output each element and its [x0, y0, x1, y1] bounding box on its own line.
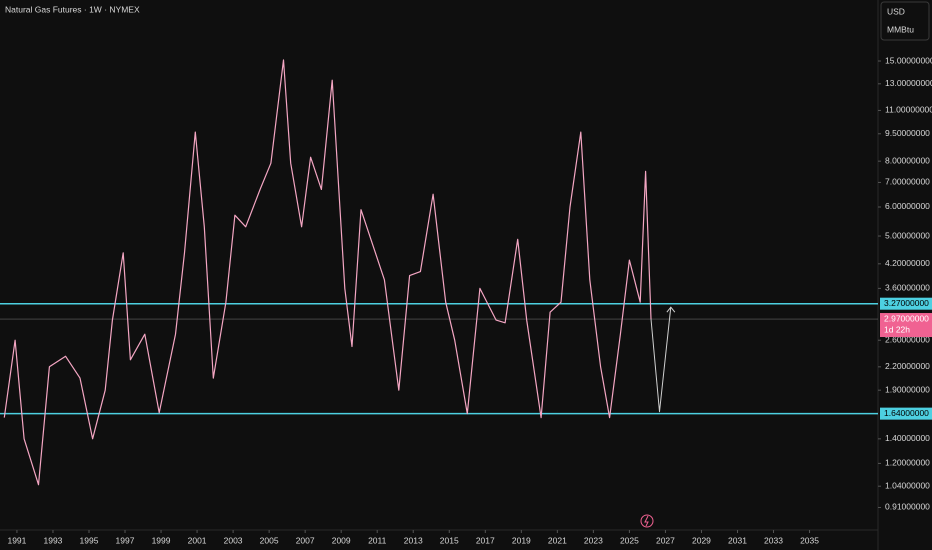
x-tick-label: 2007 — [296, 535, 315, 545]
y-tick-label: 1.40000000 — [885, 433, 930, 443]
y-tick-label: 7.00000000 — [885, 177, 930, 187]
y-tick-label: 3.60000000 — [885, 283, 930, 293]
x-tick-label: 2031 — [728, 535, 747, 545]
price-line — [3, 59, 652, 486]
level-label: 3.27000000 — [884, 298, 929, 308]
x-tick-label: 2011 — [368, 535, 387, 545]
y-tick-label: 9.50000000 — [885, 128, 930, 138]
x-tick-label: 2023 — [584, 535, 603, 545]
y-tick-label: 0.91000000 — [885, 502, 930, 512]
projection-arrowhead — [666, 306, 676, 313]
x-tick-label: 2035 — [800, 535, 819, 545]
last-price-box — [880, 313, 932, 338]
y-tick-label: 8.00000000 — [885, 155, 930, 165]
x-tick-label: 2029 — [692, 535, 711, 545]
unit-box[interactable] — [880, 1, 930, 41]
x-tick-label: 2005 — [260, 535, 279, 545]
x-tick-label: 1997 — [116, 535, 135, 545]
unit[interactable]: MMBtu — [887, 24, 914, 34]
x-tick-label: 1999 — [152, 535, 171, 545]
y-tick-label: 2.20000000 — [885, 361, 930, 371]
x-tick-label: 2027 — [656, 535, 675, 545]
y-tick-label: 13.00000000 — [885, 78, 932, 88]
currency[interactable]: USD — [887, 6, 905, 16]
y-tick-label: 1.20000000 — [885, 458, 930, 468]
x-tick-label: 1995 — [80, 535, 99, 545]
x-tick-label: 2003 — [224, 535, 243, 545]
last-price-label: 2.97000000 — [884, 313, 929, 323]
level-label-box — [880, 297, 932, 310]
countdown: 1d 22h — [884, 324, 910, 334]
x-tick-label: 1991 — [7, 535, 26, 545]
y-tick-label: 6.00000000 — [885, 201, 930, 211]
x-tick-label: 2013 — [404, 535, 423, 545]
lightning-icon[interactable] — [640, 514, 654, 528]
y-tick-label: 11.00000000 — [885, 105, 932, 115]
x-tick-label: 2009 — [332, 535, 351, 545]
level-label-box — [880, 407, 932, 420]
x-tick-label: 2025 — [620, 535, 639, 545]
y-tick-label: 15.00000000 — [885, 55, 932, 65]
x-tick-label: 2015 — [440, 535, 459, 545]
y-tick-label: 4.20000000 — [885, 258, 930, 268]
projection-line — [650, 307, 672, 413]
x-tick-label: 2001 — [188, 535, 207, 545]
x-tick-label: 2017 — [476, 535, 495, 545]
x-tick-label: 2033 — [764, 535, 783, 545]
chart-title: Natural Gas Futures · 1W · NYMEX — [5, 4, 140, 14]
level-label: 1.64000000 — [884, 408, 929, 418]
y-tick-label: 5.00000000 — [885, 230, 930, 240]
x-tick-label: 1993 — [44, 535, 63, 545]
y-tick-label: 2.60000000 — [885, 334, 930, 344]
y-tick-label: 1.90000000 — [885, 384, 930, 394]
y-tick-label: 1.04000000 — [885, 480, 930, 490]
x-tick-label: 2019 — [512, 535, 531, 545]
x-tick-label: 2021 — [548, 535, 567, 545]
